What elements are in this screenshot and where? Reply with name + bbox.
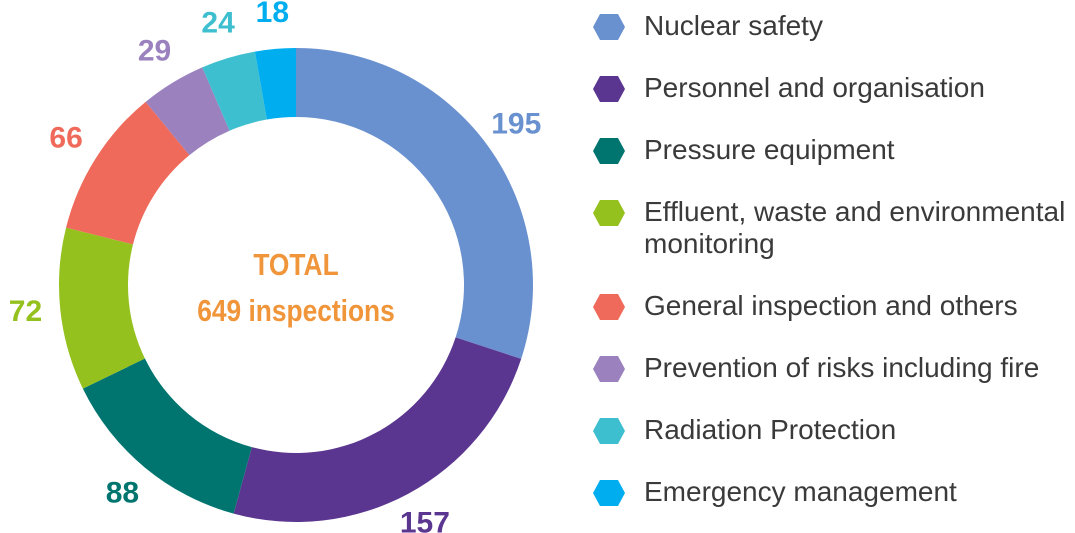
legend-item: Emergency management [592,476,1072,508]
donut-slice [296,48,533,359]
legend-item: Personnel and organisation [592,72,1072,104]
donut-chart: 195 157 88 72 66 29 24 18 TOTAL 649 inspections [9,0,542,533]
center-label: 649 inspections [197,294,395,328]
data-label: 157 [400,506,450,533]
legend-label: Radiation Protection [644,414,897,445]
legend-label: Pressure equipment [644,134,895,165]
legend-label: Personnel and organisation [644,72,985,103]
legend-item: Effluent, waste and environmental monito… [592,196,1072,260]
data-label: 88 [106,476,139,509]
legend: Nuclear safety Personnel and organisation… [592,10,1072,533]
center-label: TOTAL [253,248,338,282]
legend-icon [593,138,625,164]
legend-label: Nuclear safety [644,10,823,41]
data-label: 72 [9,295,42,328]
donut-slice [58,227,145,389]
legend-swatch [593,294,625,320]
legend-item: Radiation Protection [592,414,1072,446]
legend-icon [593,200,625,226]
legend-icon [593,480,625,506]
legend-item: Nuclear safety [592,10,1072,42]
data-label: 24 [201,6,235,39]
legend-item: General inspection and others [592,290,1072,322]
legend-swatch [593,480,625,506]
data-label: 66 [49,122,82,155]
legend-label: Prevention of risks including fire [644,352,1040,383]
donut-slice [233,337,522,522]
legend-icon [593,76,625,102]
legend-label: General inspection and others [644,290,1018,321]
data-label: 195 [491,107,541,140]
legend-icon [593,294,625,320]
legend-swatch [593,356,625,382]
data-label: 18 [256,0,289,29]
donut-slice [145,67,230,156]
legend-icon [593,418,625,444]
legend-item: Pressure equipment [592,134,1072,166]
legend-item: Prevention of risks including fire [592,352,1072,384]
data-label: 29 [138,35,171,68]
legend-swatch [593,14,625,40]
donut-slice [66,101,190,245]
donut-slice [82,358,252,514]
legend-label: Effluent, waste and environmental monito… [644,196,1066,259]
donut-slice [202,51,267,131]
legend-label: Emergency management [644,476,957,507]
legend-swatch [593,138,625,164]
legend-swatch [593,76,625,102]
legend-icon [593,14,625,40]
legend-icon [593,356,625,382]
legend-swatch [593,200,625,226]
donut-slice [254,48,296,120]
legend-swatch [593,418,625,444]
